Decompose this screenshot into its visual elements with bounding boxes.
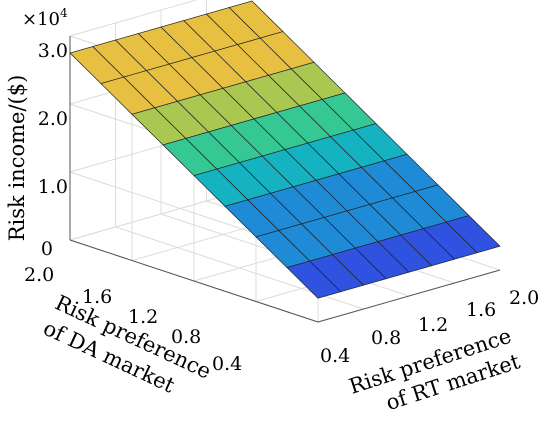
- z-tick-label: 0: [41, 238, 53, 260]
- y-tick-label: 0.8: [371, 327, 401, 349]
- x-tick-label: 1.6: [82, 286, 112, 308]
- grid-line: [69, 239, 319, 323]
- z-tick-label: 1.0: [38, 176, 68, 198]
- y-tick-label: 1.2: [418, 314, 448, 336]
- x-tick-label: 0.8: [171, 326, 201, 348]
- z-axis-label: Risk income/($): [5, 75, 29, 242]
- y-tick-label: 0.4: [320, 345, 350, 367]
- z-axis-multiplier-exponent: 4: [60, 6, 68, 20]
- surface-patch: [445, 215, 501, 254]
- z-axis-multiplier: ×10: [22, 9, 60, 30]
- z-tick-label: 2.0: [38, 108, 68, 130]
- y-tick-label: 1.6: [466, 299, 496, 321]
- x-tick-label: 2.0: [24, 264, 54, 286]
- surface-mesh: [69, 0, 501, 299]
- x-tick-label: 1.2: [128, 306, 158, 328]
- y-tick-label: 2.0: [509, 287, 539, 309]
- x-tick-label: 0.4: [212, 353, 242, 375]
- z-tick-label: 3.0: [38, 40, 68, 62]
- grid-line: [317, 269, 501, 323]
